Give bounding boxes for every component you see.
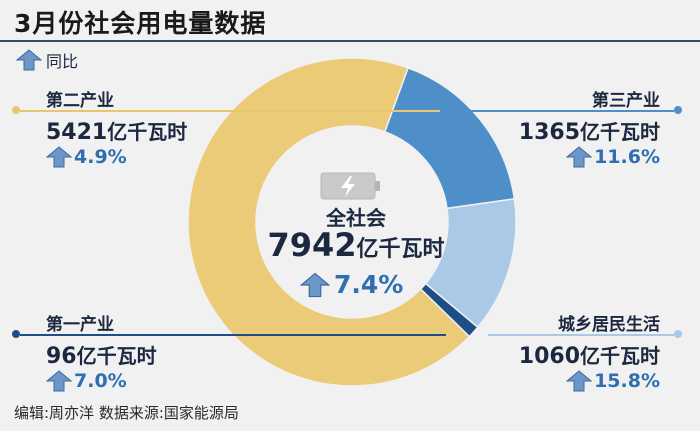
segment-change-residential: 15.8% (566, 370, 660, 392)
segment-change: 15.8% (594, 370, 660, 392)
leader-dot-secondary (12, 106, 20, 114)
segment-name: 城乡居民生活 (558, 315, 660, 335)
center-value: 7942 (267, 226, 357, 264)
up-arrow-icon (300, 272, 330, 297)
segment-unit: 亿千瓦时 (580, 120, 660, 144)
page-title: 3月份社会用电量数据 (14, 9, 267, 38)
segment-name: 第二产业 (46, 91, 114, 111)
footer-credit: 编辑:周亦洋 数据来源:国家能源局 (14, 404, 239, 422)
segment-value-primary: 96亿千瓦时 (46, 340, 157, 369)
up-arrow-icon (46, 370, 72, 392)
up-arrow-icon (566, 146, 593, 168)
segment-unit: 亿千瓦时 (107, 120, 188, 144)
segment-change: 4.9% (74, 146, 127, 168)
center-change: 7.4% (334, 270, 404, 299)
segment-change-primary: 7.0% (46, 370, 127, 392)
segment-value: 1365 (518, 120, 580, 145)
segment-unit: 亿千瓦时 (580, 344, 660, 368)
segment-value: 96 (46, 344, 77, 369)
segment-value: 1060 (518, 344, 580, 369)
segment-name: 第三产业 (592, 91, 660, 111)
segment-value-secondary: 5421亿千瓦时 (46, 116, 187, 145)
leader-dot-residential (674, 330, 682, 338)
segment-value-tertiary: 1365亿千瓦时 (519, 116, 660, 145)
segment-change-tertiary: 11.6% (566, 146, 660, 168)
leader-line-secondary (20, 110, 440, 112)
segment-value-residential: 1060亿千瓦时 (519, 340, 660, 369)
slice-secondary-industry (187, 57, 471, 387)
center-value-group: 7942亿千瓦时 (226, 226, 486, 264)
leader-line-residential (488, 334, 674, 336)
up-arrow-icon (46, 146, 72, 168)
segment-unit: 亿千瓦时 (76, 344, 157, 368)
battery-icon (320, 172, 380, 200)
leader-line-tertiary (440, 110, 674, 112)
leader-dot-tertiary (674, 106, 682, 114)
up-arrow-icon (16, 49, 42, 71)
slice-primary-industry (419, 282, 479, 338)
center-change-group: 7.4% (300, 270, 403, 299)
segment-name: 第一产业 (46, 315, 114, 335)
legend-label: 同比 (46, 52, 79, 71)
donut-slices (187, 57, 517, 387)
leader-dot-primary (12, 330, 20, 338)
segment-change: 11.6% (594, 146, 660, 168)
segment-change: 7.0% (74, 370, 127, 392)
center-unit: 亿千瓦时 (356, 237, 445, 262)
segment-value: 5421 (46, 120, 108, 145)
slice-tertiary-industry (383, 66, 516, 210)
leader-line-primary (20, 334, 446, 336)
legend: 同比 (16, 48, 78, 72)
segment-change-secondary: 4.9% (46, 146, 127, 168)
center-name: 全社会 (326, 206, 386, 230)
up-arrow-icon (566, 370, 593, 392)
title-divider (0, 40, 700, 42)
